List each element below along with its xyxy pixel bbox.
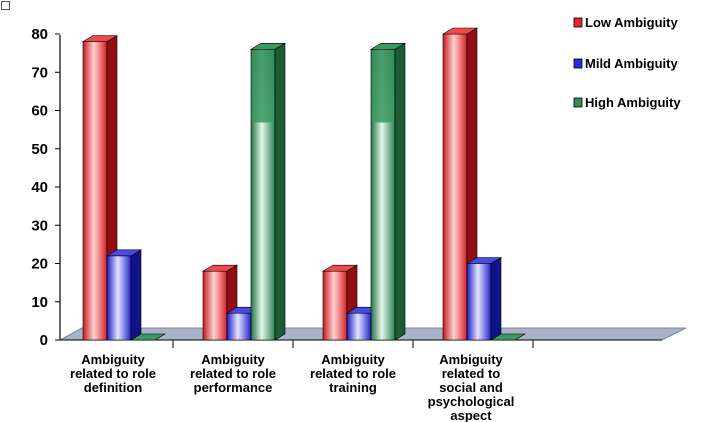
legend-label: Mild Ambiguity: [585, 56, 678, 71]
y-tick-label: 30: [31, 217, 48, 234]
bar-mild-ambiguity-4: [465, 256, 503, 341]
legend: Low Ambiguity Mild Ambiguity High Ambiguit…: [573, 15, 681, 110]
bar-high-ambiguity-2: [249, 42, 287, 341]
y-tick-label: 20: [31, 256, 48, 273]
x-category-label: Ambiguity related to role performance: [190, 352, 276, 395]
y-tick-label: 60: [31, 103, 48, 120]
bar-low-ambiguity-2: [201, 264, 239, 341]
y-tick-label: 70: [31, 64, 48, 81]
bar-high-ambiguity-4: [489, 333, 527, 341]
bars-group: [81, 27, 527, 341]
window-box-icon: [1, 1, 10, 10]
y-tick-label: 0: [40, 332, 48, 349]
y-tick-label: 50: [31, 141, 48, 158]
x-axis-labels: Ambiguity related to role definition Ambigu…: [70, 340, 534, 422]
legend-label: Low Ambiguity: [585, 15, 678, 30]
x-category-label: Ambiguity related to role definition: [70, 352, 156, 395]
bar-low-ambiguity-4: [441, 27, 479, 341]
legend-swatch: [573, 58, 583, 69]
bar-mild-ambiguity-1: [105, 249, 143, 341]
legend-swatch: [573, 17, 583, 28]
x-category-label: Ambiguity related to role training: [310, 352, 396, 395]
y-tick-label: 80: [31, 26, 48, 43]
legend-swatch: [573, 97, 583, 108]
legend-label: High Ambiguity: [585, 95, 681, 110]
bar-high-ambiguity-1: [129, 333, 167, 341]
y-tick-label: 40: [31, 179, 48, 196]
x-category-label: Ambiguity related to social and psychologic…: [428, 352, 515, 422]
bar-high-ambiguity-3: [369, 42, 407, 341]
bar-low-ambiguity-1: [81, 35, 119, 341]
y-tick-label: 10: [31, 294, 48, 311]
y-axis-ticks: 0 10 20 30 40 50 60 70 80: [31, 26, 60, 349]
